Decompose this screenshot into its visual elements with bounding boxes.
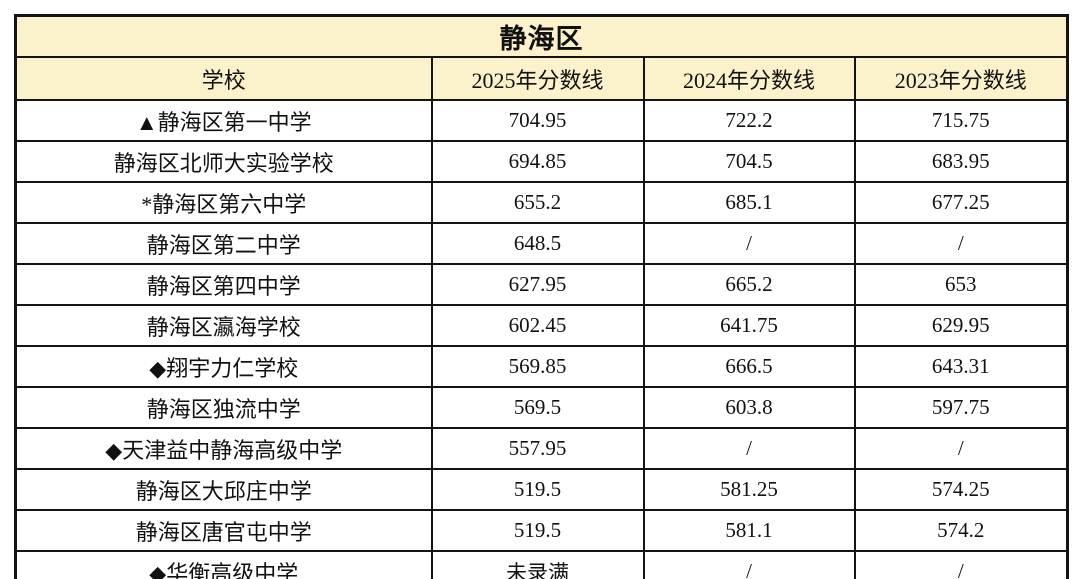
score-2023: 574.25 [853,468,1069,511]
school-name: 静海区独流中学 [14,386,433,429]
school-name: 静海区瀛海学校 [14,304,433,347]
table-row: 静海区第二中学 648.5 / / [14,222,1069,265]
score-2023: 677.25 [853,181,1069,224]
table-row: 静海区北师大实验学校 694.85 704.5 683.95 [14,140,1069,183]
table-row: 静海区大邱庄中学 519.5 581.25 574.25 [14,468,1069,511]
table-row: 静海区第四中学 627.95 665.2 653 [14,263,1069,306]
score-2023: 683.95 [853,140,1069,183]
score-2024: 704.5 [642,140,856,183]
table-row: *静海区第六中学 655.2 685.1 677.25 [14,181,1069,224]
score-2024: 722.2 [642,99,856,142]
column-header-school: 学校 [14,56,433,101]
score-2023: 629.95 [853,304,1069,347]
score-2025: 602.45 [430,304,645,347]
school-name: ▲静海区第一中学 [14,99,433,142]
score-2024: 666.5 [642,345,856,388]
score-2025: 648.5 [430,222,645,265]
score-2023: 643.31 [853,345,1069,388]
score-2025: 569.5 [430,386,645,429]
district-title: 静海区 [14,14,1069,58]
score-2024: 685.1 [642,181,856,224]
school-name: 静海区第二中学 [14,222,433,265]
school-name: 静海区大邱庄中学 [14,468,433,511]
score-2025: 655.2 [430,181,645,224]
score-2023: / [853,427,1069,470]
score-2025: 694.85 [430,140,645,183]
table-header-row: 学校 2025年分数线 2024年分数线 2023年分数线 [14,56,1069,101]
score-2023: 715.75 [853,99,1069,142]
score-2024: 665.2 [642,263,856,306]
score-2025: 569.85 [430,345,645,388]
table-row: 静海区瀛海学校 602.45 641.75 629.95 [14,304,1069,347]
score-2023: 574.2 [853,509,1069,552]
table-title-row: 静海区 [14,14,1069,58]
school-name: 静海区唐官屯中学 [14,509,433,552]
school-name: *静海区第六中学 [14,181,433,224]
table-row: ◆华衡高级中学 未录满 / / [14,550,1069,579]
score-2023: / [853,222,1069,265]
school-name: ◆天津益中静海高级中学 [14,427,433,470]
table-row: 静海区独流中学 569.5 603.8 597.75 [14,386,1069,429]
table-row: ▲静海区第一中学 704.95 722.2 715.75 [14,99,1069,142]
score-2024: 581.1 [642,509,856,552]
score-2025: 未录满 [430,550,645,579]
column-header-2025: 2025年分数线 [430,56,645,101]
column-header-2023: 2023年分数线 [853,56,1069,101]
table-row: ◆翔宇力仁学校 569.85 666.5 643.31 [14,345,1069,388]
score-2024: / [642,427,856,470]
score-2024: 603.8 [642,386,856,429]
table-row: ◆天津益中静海高级中学 557.95 / / [14,427,1069,470]
score-2023: 653 [853,263,1069,306]
school-name: 静海区北师大实验学校 [14,140,433,183]
score-2025: 627.95 [430,263,645,306]
table-row: 静海区唐官屯中学 519.5 581.1 574.2 [14,509,1069,552]
school-name: ◆翔宇力仁学校 [14,345,433,388]
score-2025: 519.5 [430,468,645,511]
score-2023: 597.75 [853,386,1069,429]
score-2024: / [642,550,856,579]
score-2025: 557.95 [430,427,645,470]
score-2023: / [853,550,1069,579]
school-name: ◆华衡高级中学 [14,550,433,579]
score-2024: 581.25 [642,468,856,511]
score-2024: / [642,222,856,265]
score-2025: 704.95 [430,99,645,142]
score-table: 静海区 学校 2025年分数线 2024年分数线 2023年分数线 ▲静海区第一… [14,14,1069,579]
school-name: 静海区第四中学 [14,263,433,306]
score-2024: 641.75 [642,304,856,347]
score-2025: 519.5 [430,509,645,552]
column-header-2024: 2024年分数线 [642,56,856,101]
